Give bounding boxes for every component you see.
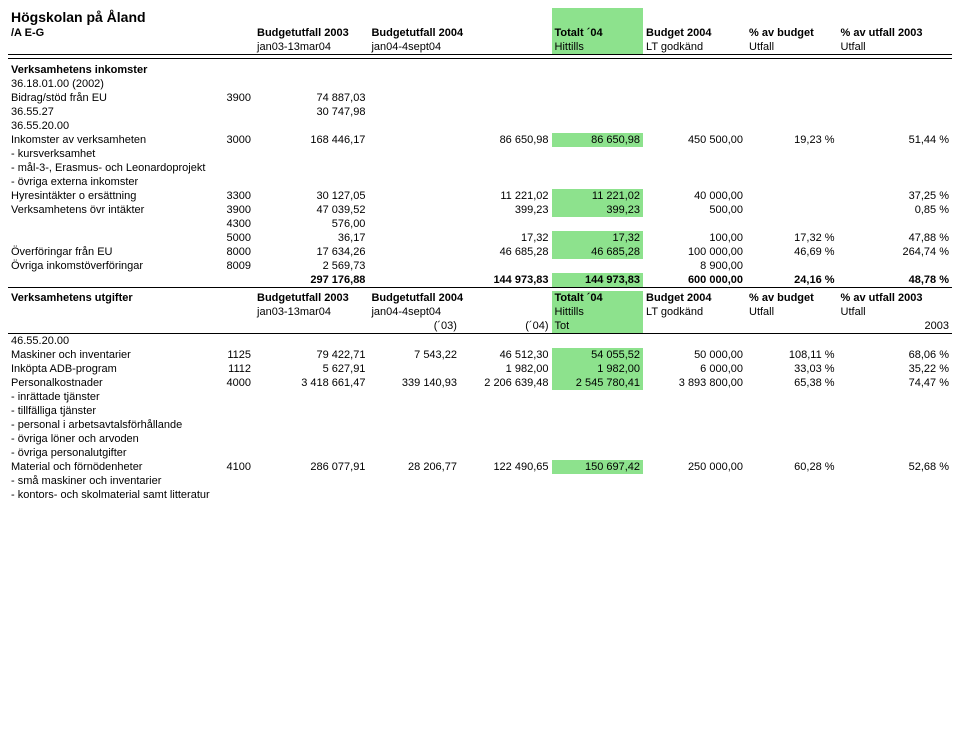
row-hyresintakter: Hyresintäkter o ersättning 3300 30 127,0… [8, 189, 952, 203]
row-inrattade: - inrättade tjänster [8, 390, 952, 404]
col-bud-top: Budget 2004 [643, 26, 746, 40]
row-material: Material och förnödenheter 4100 286 077,… [8, 460, 952, 474]
col-b03-bot: jan03-13mar04 [254, 40, 368, 55]
row-bidrag: Bidrag/stöd från EU 3900 74 887,03 [8, 91, 952, 105]
income-title: Verksamhetens inkomster [8, 63, 952, 77]
row-kontors: - kontors- och skolmaterial samt littera… [8, 488, 952, 502]
row-tillfalliga: - tillfälliga tjänster [8, 404, 952, 418]
col-pb-top: % av budget [746, 26, 838, 40]
row-ovriga-externa: - övriga externa inkomster [8, 175, 952, 189]
row-ovriga-inkomst: Övriga inkomstöverföringar 8009 2 569,73… [8, 259, 952, 273]
row-inkomster: Inkomster av verksamheten 3000 168 446,1… [8, 133, 952, 147]
row-kursverksamhet: - kursverksamhet [8, 147, 952, 161]
col-bud-bot: LT godkänd [643, 40, 746, 55]
row-personal: Personalkostnader 4000 3 418 661,47 339 … [8, 376, 952, 390]
row-sma-maskiner: - små maskiner och inventarier [8, 474, 952, 488]
col-pu-bot: Utfall [838, 40, 952, 55]
col-tot-top: Totalt ´04 [552, 26, 644, 40]
expense-header-1: Verksamhetens utgifter Budgetutfall 2003… [8, 291, 952, 305]
row-income-sum: 297 176,88 144 973,83 144 973,83 600 000… [8, 273, 952, 288]
row-mal3: - mål-3-, Erasmus- och Leonardoprojekt [8, 161, 952, 175]
col-b03-top: Budgetutfall 2003 [254, 26, 368, 40]
row-365527: 36.55.27 30 747,98 [8, 105, 952, 119]
col-tot-bot: Hittills [552, 40, 644, 55]
row-ovr-intakter: Verksamhetens övr intäkter 3900 47 039,5… [8, 203, 952, 217]
row-361801: 36.18.01.00 (2002) [8, 77, 952, 91]
expense-title: Verksamhetens utgifter [8, 291, 214, 305]
expense-header-3: (´03) (´04) Tot 2003 [8, 319, 952, 334]
row-465520: 46.55.20.00 [8, 334, 952, 349]
col-pu-top: % av utfall 2003 [838, 26, 952, 40]
expense-header-2: jan03-13mar04 jan04-4sept04 Hittills LT … [8, 305, 952, 319]
col-b04-bot: jan04-4sept04 [368, 40, 551, 55]
col-b04-top: Budgetutfall 2004 [368, 26, 551, 40]
row-adb: Inköpta ADB-program 1112 5 627,91 1 982,… [8, 362, 952, 376]
header-row-2: /A E-G Budgetutfall 2003 Budgetutfall 20… [8, 26, 952, 40]
income-title-row: Verksamhetens inkomster [8, 63, 952, 77]
doc-subtitle: /A E-G [8, 26, 214, 40]
row-ovriga-personal: - övriga personalutgifter [8, 446, 952, 460]
row-365520: 36.55.20.00 [8, 119, 952, 133]
row-maskiner: Maskiner och inventarier 1125 79 422,71 … [8, 348, 952, 362]
col-pb-bot: Utfall [746, 40, 838, 55]
doc-title: Högskolan på Åland [8, 8, 254, 26]
row-4300: 4300 576,00 [8, 217, 952, 231]
row-ovriga-loner: - övriga löner och arvoden [8, 432, 952, 446]
header-row-1: Högskolan på Åland [8, 8, 952, 26]
row-overforingar-eu: Överföringar från EU 8000 17 634,26 46 6… [8, 245, 952, 259]
row-arbetsavtal: - personal i arbetsavtalsförhållande [8, 418, 952, 432]
header-row-3: jan03-13mar04 jan04-4sept04 Hittills LT … [8, 40, 952, 55]
row-5000: 5000 36,17 17,32 17,32 100,00 17,32 % 47… [8, 231, 952, 245]
budget-table: Högskolan på Åland /A E-G Budgetutfall 2… [8, 8, 952, 502]
